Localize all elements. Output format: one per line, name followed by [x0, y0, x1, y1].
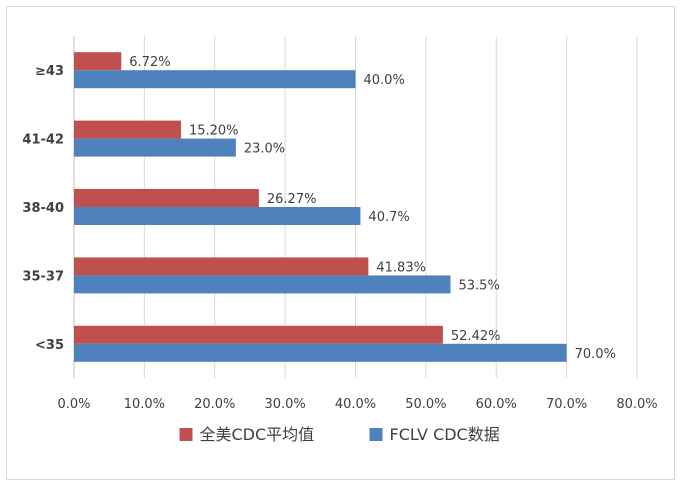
bar-s1-c2	[74, 207, 361, 225]
category-label-3: 35-37	[22, 269, 64, 284]
data-label-s1-c0: 40.0%	[364, 73, 405, 88]
data-label-s0-c3: 41.83%	[376, 260, 426, 275]
data-label-s1-c4: 70.0%	[575, 347, 616, 362]
bar-s1-c0	[74, 70, 356, 89]
bar-s1-c4	[74, 343, 567, 362]
bar-s0-c1	[74, 120, 181, 139]
x-tick-label-5: 50.0%	[405, 397, 446, 412]
x-tick-label-1: 10.0%	[124, 397, 165, 412]
legend-label-1: FCLV CDC数据	[390, 425, 500, 444]
data-label-s0-c4: 52.42%	[451, 329, 501, 344]
bar-s1-c3	[74, 275, 451, 294]
x-tick-label-4: 40.0%	[335, 397, 376, 412]
legend-swatch-1	[369, 428, 383, 441]
category-label-4: <35	[35, 338, 64, 353]
bar-s0-c4	[74, 325, 443, 344]
x-tick-label-3: 30.0%	[264, 397, 305, 412]
x-tick-label-2: 20.0%	[194, 397, 235, 412]
category-label-2: 38-40	[22, 201, 64, 216]
bar-s1-c1	[74, 138, 236, 157]
category-label-0: ≥43	[35, 64, 64, 79]
bar-s0-c2	[74, 189, 259, 207]
data-label-s0-c1: 15.20%	[189, 124, 239, 139]
x-tick-label-6: 60.0%	[476, 397, 517, 412]
bar-s0-c0	[74, 52, 122, 71]
x-tick-label-0: 0.0%	[57, 397, 90, 412]
x-tick-label-7: 70.0%	[546, 397, 587, 412]
data-label-s0-c0: 6.72%	[129, 55, 170, 70]
data-label-s0-c2: 26.27%	[267, 192, 317, 207]
data-label-s1-c3: 53.5%	[459, 278, 500, 293]
legend-swatch-0	[179, 428, 193, 441]
category-label-1: 41-42	[22, 133, 64, 148]
legend-label-0: 全美CDC平均值	[200, 425, 315, 444]
x-tick-label-8: 80.0%	[616, 397, 657, 412]
data-label-s1-c1: 23.0%	[244, 142, 285, 157]
bar-s0-c3	[74, 257, 369, 276]
data-label-s1-c2: 40.7%	[368, 210, 409, 225]
